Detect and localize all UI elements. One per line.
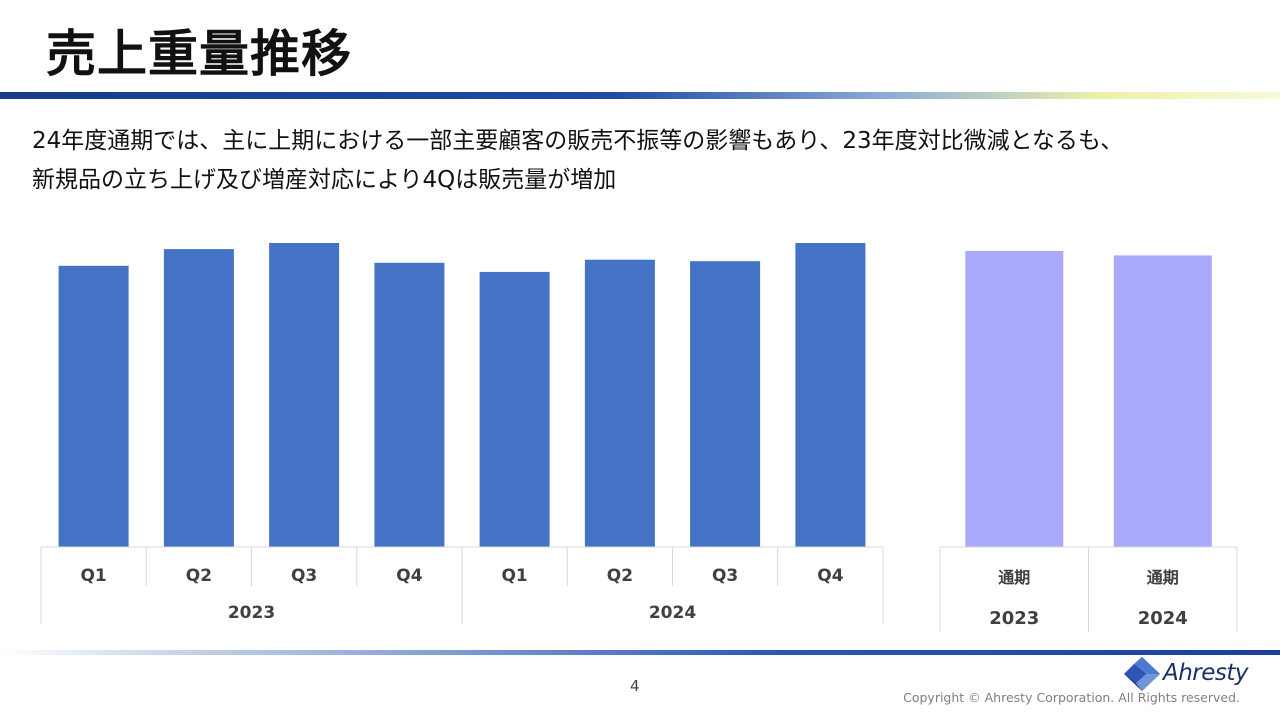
- company-logo: Ahresty: [1122, 656, 1252, 692]
- summary-line-2: 新規品の立ち上げ及び増産対応により4Qは販売量が増加: [32, 167, 617, 193]
- bar-1-4: [374, 262, 445, 547]
- bar-1-2: [163, 249, 234, 547]
- title-divider: [0, 92, 1280, 99]
- bar-2-1: [965, 251, 1064, 547]
- bar-2-2: [1113, 255, 1212, 547]
- bar-1-6: [584, 259, 655, 547]
- bar-1-5: [479, 271, 550, 547]
- tick-label-1-1: Q1: [80, 566, 106, 586]
- tick-label-1-4: Q4: [396, 566, 422, 586]
- tick-label-2-2: 通期: [1147, 568, 1179, 587]
- summary-line-1: 24年度通期では、主に上期における一部主要顧客の販売不振等の影響もあり、23年度…: [32, 128, 1124, 154]
- tick-label-1-6: Q2: [607, 566, 633, 586]
- group-label-2-2: 2024: [1138, 608, 1188, 629]
- bar-1-1: [58, 265, 129, 547]
- page-title: 売上重量推移: [46, 25, 352, 83]
- bar-1-8: [795, 243, 866, 547]
- logo-mark-icon: [1124, 657, 1160, 691]
- tick-label-2-1: 通期: [998, 568, 1030, 587]
- tick-label-1-8: Q4: [817, 566, 843, 586]
- tick-label-1-2: Q2: [186, 566, 212, 586]
- tick-label-1-3: Q3: [291, 566, 317, 586]
- logo-wordmark: Ahresty: [1163, 660, 1249, 686]
- summary-text: 24年度通期では、主に上期における一部主要顧客の販売不振等の影響もあり、23年度…: [32, 122, 1262, 200]
- page-number: 4: [630, 677, 640, 695]
- group-label-1-1: 2023: [228, 603, 275, 623]
- group-label-1-2: 2024: [649, 603, 696, 623]
- bar-1-3: [269, 243, 340, 547]
- group-label-2-1: 2023: [989, 608, 1039, 629]
- bar-1-7: [690, 261, 761, 547]
- copyright-notice: Copyright © Ahresty Corporation. All Rig…: [903, 690, 1240, 705]
- footer-divider: [0, 650, 1280, 655]
- tick-label-1-7: Q3: [712, 566, 738, 586]
- tick-label-1-5: Q1: [501, 566, 527, 586]
